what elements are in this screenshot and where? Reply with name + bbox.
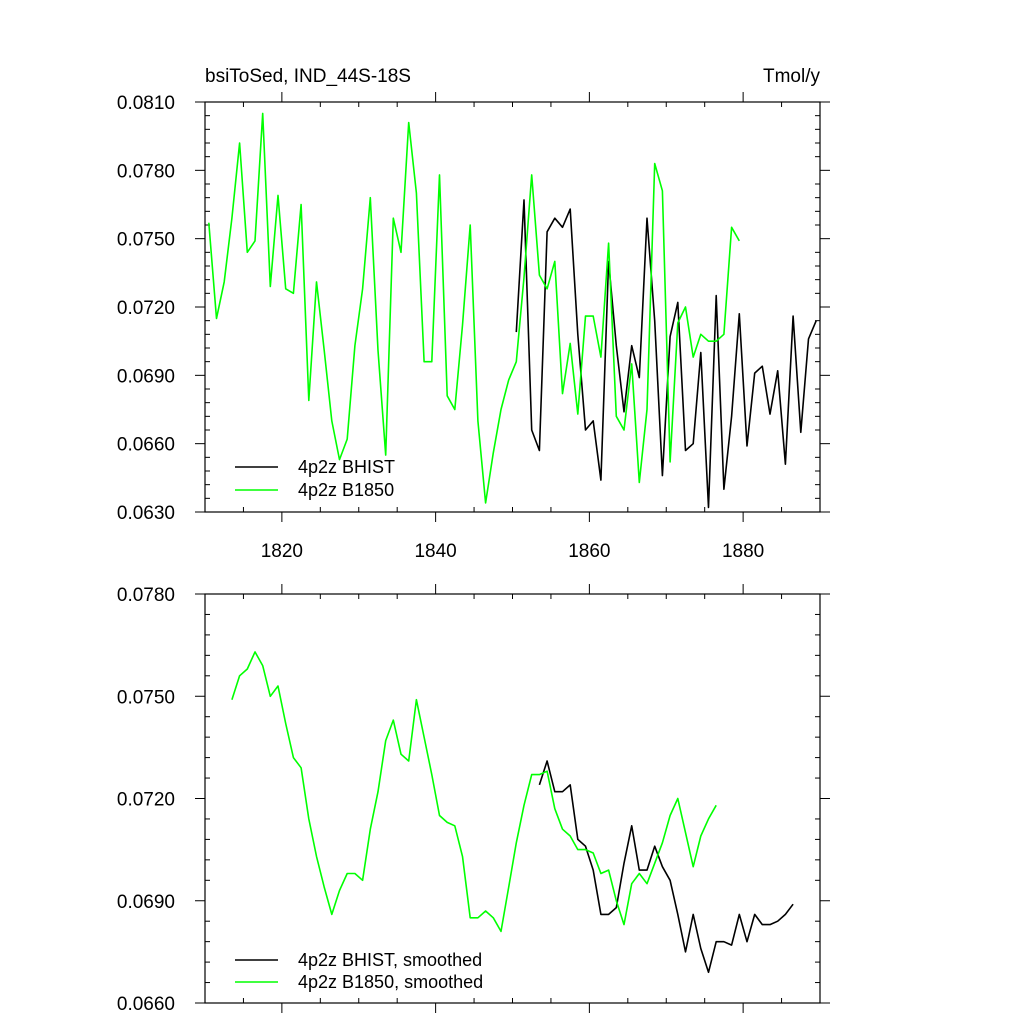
y-tick-label: 0.0660 [117, 435, 175, 456]
plot-frame [204, 593, 821, 1004]
series-line-b1850 [208, 112, 740, 504]
series-line-bhist [538, 760, 794, 974]
y-tick-label: 0.0750 [117, 230, 175, 251]
y-tick-label: 0.0720 [117, 790, 175, 811]
legend: 4p2z BHIST 4p2z B1850 [235, 457, 395, 500]
top-panel: 1820 1840 1860 1880 0.0630 0.0660 0.0690 0.0720… [117, 92, 830, 562]
legend-label: 4p2z BHIST, smoothed [298, 950, 482, 970]
y-tick-label: 0.0750 [117, 687, 175, 708]
x-tick-label: 1820 [261, 541, 303, 562]
x-tick-label: 1840 [414, 541, 456, 562]
legend-label: 4p2z B1850, smoothed [298, 972, 483, 992]
chart-units-label: Tmol/y [763, 66, 821, 87]
y-tick-label: 0.0720 [117, 298, 175, 319]
y-tick-label: 0.0630 [117, 503, 175, 524]
y-tick-label: 0.0690 [117, 366, 175, 387]
y-tick-label: 0.0780 [117, 585, 175, 606]
x-tick-label: 1860 [568, 541, 610, 562]
y-tick-label: 0.0780 [117, 161, 175, 182]
bottom-panel: 0.0660 0.0690 0.0720 0.0750 0.0780 4p2z BHIST… [117, 584, 830, 1015]
y-tick-label: 0.0660 [117, 994, 175, 1015]
x-tick-label: 1880 [722, 541, 764, 562]
series-line-b1850 [231, 651, 717, 933]
chart-title-left: bsiToSed, IND_44S-18S [205, 66, 411, 87]
legend-label: 4p2z BHIST [298, 457, 395, 477]
y-tick-label: 0.0690 [117, 892, 175, 913]
y-tick-label: 0.0810 [117, 93, 175, 114]
legend-label: 4p2z B1850 [298, 480, 394, 500]
series-line-bhist [515, 199, 817, 509]
